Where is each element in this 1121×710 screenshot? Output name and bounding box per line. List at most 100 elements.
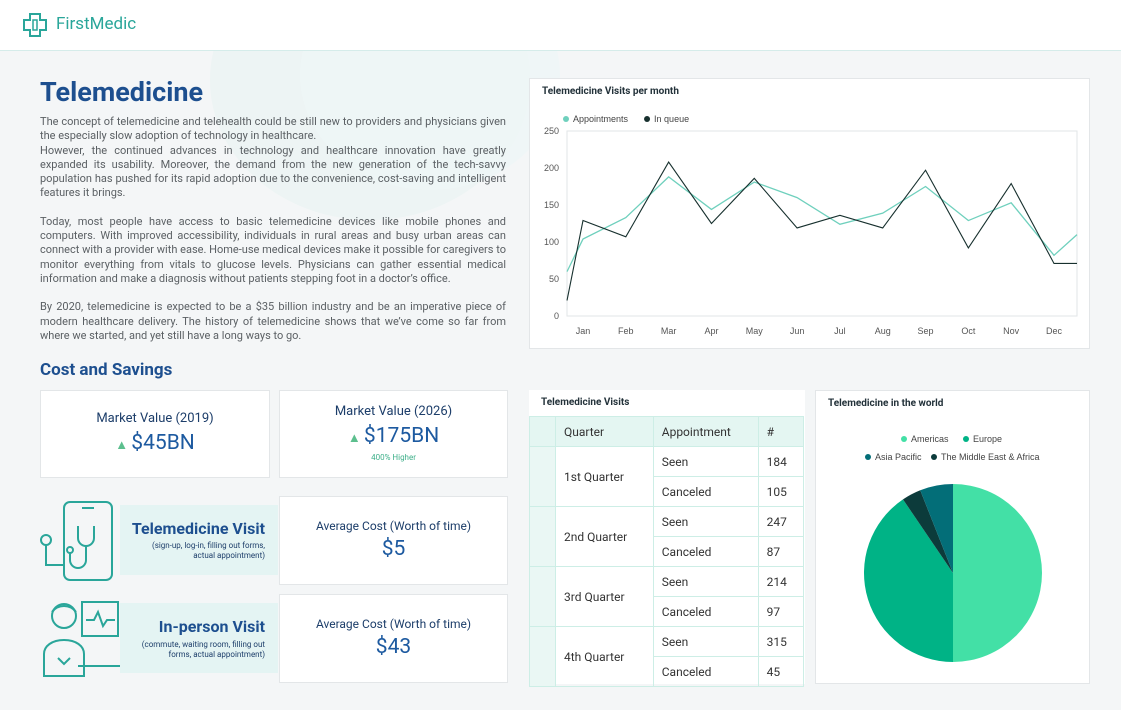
- x-tick-label: Nov: [1003, 326, 1020, 336]
- section-title: Cost and Savings: [40, 360, 173, 380]
- quarter-cell: 3rd Quarter: [555, 566, 654, 627]
- line-card: Telemedicine Visits per month 0 50 100 150 2…: [529, 78, 1090, 349]
- table-card: Telemedicine Visits Quarter Appointment #1…: [529, 390, 805, 687]
- status-cell: Canceled: [652, 596, 759, 627]
- count-cell: 315: [757, 626, 805, 657]
- legend-swatch: [865, 454, 871, 460]
- table-row: 4th Quarter Seen 315: [529, 626, 805, 687]
- legend-swatch: [963, 436, 969, 442]
- paragraph: However, the continued advances in techn…: [40, 143, 506, 200]
- cost-card: Average Cost (Worth of time) $43: [279, 594, 508, 683]
- table-row: Canceled 97: [530, 596, 805, 627]
- legend-swatch: [644, 116, 651, 122]
- plot-frame: [566, 130, 1078, 317]
- table-row: Quarter Appointment #: [529, 416, 805, 447]
- pie-slice: [953, 484, 1042, 662]
- chart-title: Telemedicine in the world: [828, 398, 944, 409]
- row-spacer: [529, 626, 556, 687]
- count-cell: 87: [757, 536, 805, 567]
- count-cell: 45: [757, 656, 805, 687]
- kpi-value: ▲ $175BN: [347, 424, 440, 448]
- x-tick-label: Apr: [704, 326, 718, 336]
- x-tick-label: Oct: [961, 326, 976, 336]
- x-tick-label: Mar: [661, 326, 677, 336]
- row-spacer: [529, 566, 556, 627]
- paragraph: The concept of telemedicine and teleheal…: [40, 115, 506, 143]
- cost-card: Average Cost (Worth of time) $5: [279, 496, 508, 585]
- row-spacer: [529, 506, 556, 567]
- logo-icon: [23, 13, 47, 37]
- count-cell: 184: [757, 446, 805, 477]
- corner-cell: [529, 416, 556, 447]
- x-tick-label: Jan: [576, 326, 591, 336]
- x-tick-label: Aug: [875, 326, 891, 336]
- visit-title: Telemedicine Visit: [131, 519, 265, 538]
- count-cell: 97: [757, 596, 805, 627]
- count-cell: 105: [757, 476, 805, 507]
- pie-slice: [920, 484, 953, 573]
- status-cell: Seen: [652, 506, 759, 537]
- legend-label: Europe: [973, 434, 1002, 444]
- status-cell: Seen: [652, 446, 759, 477]
- chart-title: Telemedicine Visits per month: [542, 86, 679, 97]
- cost-label: Average Cost (Worth of time): [315, 617, 472, 631]
- line-chart: 0 50 100 150 200 250 Jan Feb Mar Apr May Jun Jul Aug S…: [544, 114, 1078, 336]
- status-cell: Canceled: [652, 656, 759, 687]
- status-cell: Seen: [652, 626, 759, 657]
- legend-swatch: [931, 454, 937, 460]
- status-cell: Canceled: [652, 536, 759, 567]
- visit-title: In-person Visit: [158, 617, 265, 636]
- inperson-icon: [43, 601, 120, 677]
- quarter-cell: 2nd Quarter: [555, 506, 654, 567]
- table-title: Telemedicine Visits: [541, 397, 630, 408]
- tele-icon: [40, 501, 113, 581]
- y-tick-label: 50: [549, 274, 559, 284]
- quarter-cell: 4th Quarter: [555, 626, 654, 687]
- x-tick-label: Dec: [1046, 326, 1063, 336]
- pie-slice: [902, 490, 953, 573]
- pie-card: Telemedicine in the world Americas Europe…: [815, 390, 1090, 684]
- visit-subtitle: (commute, waiting room, filling out form…: [141, 640, 265, 659]
- row-spacer: [529, 446, 556, 507]
- quarter-cell: 1st Quarter: [555, 446, 654, 507]
- header-cell: #: [757, 416, 805, 447]
- logo-text[interactable]: FirstMedic: [56, 14, 137, 34]
- kpi-value: ▲ $45BN: [115, 431, 195, 455]
- y-tick-label: 150: [544, 200, 559, 210]
- legend-label: Americas: [911, 434, 949, 444]
- legend-label: Asia Pacific: [875, 452, 922, 462]
- intro-text: The concept of telemedicine and teleheal…: [40, 115, 506, 343]
- kpi-label: Market Value (2019): [96, 411, 214, 426]
- series-line: [566, 161, 1077, 301]
- cost-value: $43: [375, 635, 412, 659]
- table-row: Canceled 45: [530, 656, 805, 687]
- cost-label: Average Cost (Worth of time): [315, 519, 472, 533]
- count-cell: 247: [757, 506, 805, 537]
- header: FirstMedic: [0, 0, 1121, 51]
- pie-slice: [864, 499, 953, 662]
- table-row: Canceled 105: [530, 476, 805, 507]
- kpi-card: Market Value (2026) ▲ $175BN 400% Higher: [279, 390, 508, 478]
- kpi-card: Market Value (2019) ▲ $45BN: [40, 390, 270, 478]
- legend-swatch: [901, 436, 907, 442]
- x-tick-label: May: [746, 326, 764, 336]
- paragraph: By 2020, telemedicine is expected to be …: [40, 300, 506, 342]
- kpi-note: 400% Higher: [371, 453, 416, 462]
- header-cell: Appointment: [652, 416, 759, 447]
- cost-value: $5: [381, 537, 406, 561]
- legend-label: The Middle East & Africa: [941, 452, 1040, 462]
- header-cell: Quarter: [555, 416, 654, 447]
- x-tick-label: Jul: [834, 326, 846, 336]
- pie-chart: Americas Europe The Middle East & Africa As…: [864, 434, 1042, 662]
- x-tick-label: Sep: [918, 326, 934, 336]
- x-tick-label: Jun: [790, 326, 805, 336]
- visit-subtitle: (sign-up, log-in, filling out forms, act…: [151, 541, 265, 560]
- legend-label: Appointments: [573, 114, 629, 124]
- y-tick-label: 100: [544, 237, 559, 247]
- table: Quarter Appointment #1st Quarter Seen 184 Can…: [529, 416, 805, 687]
- visit-band: [120, 505, 278, 575]
- paragraph: Today, most people have access to basic …: [40, 214, 506, 285]
- series-line: [566, 176, 1078, 272]
- table-row: 3rd Quarter Seen 214: [529, 566, 805, 627]
